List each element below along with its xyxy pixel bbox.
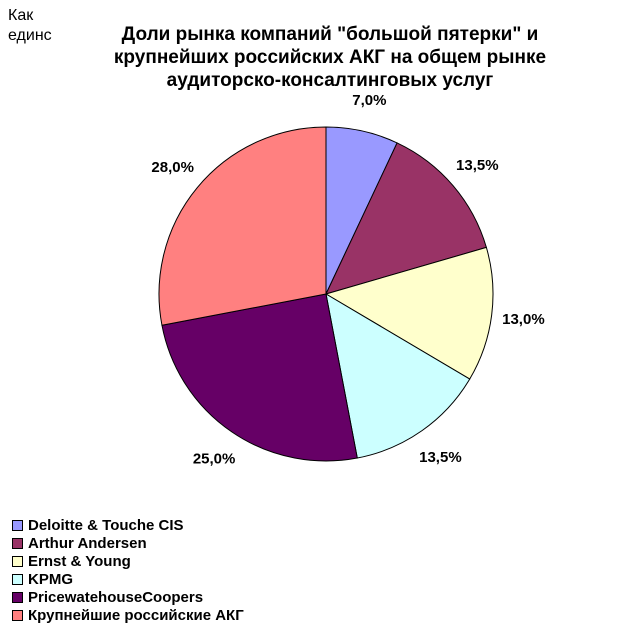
legend-swatch <box>12 591 23 603</box>
pie-slice-label: 7,0% <box>352 92 386 109</box>
chart-title-line: крупнейших российских АКГ на общем рынке <box>113 47 547 68</box>
legend-item: KPMG <box>12 570 244 588</box>
side-note-line: единс <box>8 27 52 44</box>
pie-slice-3 <box>324 246 494 380</box>
legend-swatch <box>12 609 23 621</box>
pie-slice-2 <box>325 142 487 295</box>
legend-swatch <box>12 573 23 585</box>
legend-swatch <box>12 555 23 567</box>
chart-legend: Deloitte & Touche CIS Arthur Andersen Erns… <box>12 516 244 624</box>
legend-item: Ernst & Young <box>12 552 244 570</box>
side-note: Как единс <box>8 6 78 46</box>
pie-slice-label: 13,5% <box>456 157 499 174</box>
legend-item: Deloitte & Touche CIS <box>12 516 244 534</box>
legend-swatch <box>12 537 23 549</box>
pie-slice-6 <box>158 126 327 326</box>
legend-label: KPMG <box>28 570 73 588</box>
pie-slice-label: 25,0% <box>193 451 236 468</box>
legend-label: Arthur Andersen <box>28 534 147 552</box>
pie-slice-4 <box>325 293 471 459</box>
pie-slice-5 <box>161 293 358 462</box>
legend-item: Крупнейшие российские АКГ <box>12 606 244 624</box>
chart-title-line: Доли рынка компаний "большой пятерки" и <box>121 24 539 45</box>
legend-label: Deloitte & Touche CIS <box>28 516 184 534</box>
side-note-line: Как <box>8 7 34 24</box>
legend-item: Arthur Andersen <box>12 534 244 552</box>
pie-chart: 7,0% 13,5% 13,0% 13,5% 25,0% 28,0% <box>151 92 545 468</box>
pie-slice-label: 13,0% <box>502 311 545 328</box>
legend-label: Ernst & Young <box>28 552 131 570</box>
chart-title-line: аудиторско-консалтинговых услуг <box>166 70 494 91</box>
pie-slice-label: 28,0% <box>151 159 194 176</box>
legend-item: PricewatehouseCoopers <box>12 588 244 606</box>
legend-label: PricewatehouseCoopers <box>28 588 204 606</box>
pie-slice-label: 13,5% <box>419 449 462 466</box>
legend-swatch <box>12 519 23 531</box>
legend-label: Крупнейшие российские АКГ <box>28 606 244 624</box>
chart-title: Доли рынка компаний "большой пятерки" и … <box>80 23 580 92</box>
